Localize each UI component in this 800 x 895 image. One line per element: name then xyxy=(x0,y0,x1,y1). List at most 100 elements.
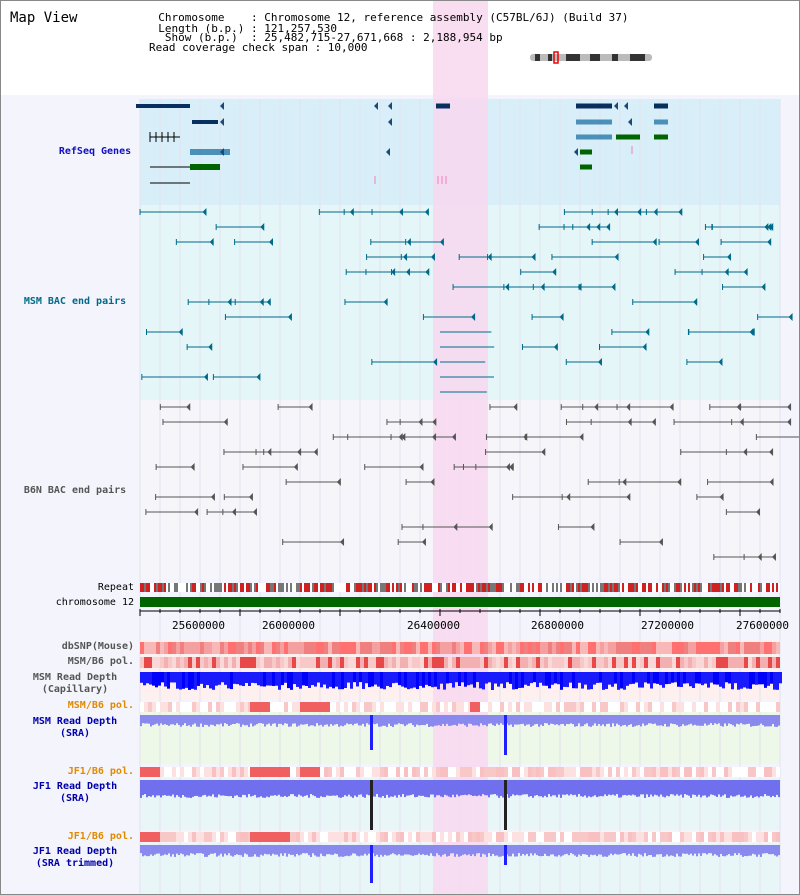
heat-bin xyxy=(588,657,592,668)
track-label-jf1-depth-sra[interactable]: JF1 Read Depth (SRA) xyxy=(10,781,140,805)
heat-bin xyxy=(688,657,692,668)
depth-bar xyxy=(758,715,760,726)
heat-bin xyxy=(656,767,660,777)
depth-bar xyxy=(666,845,668,855)
depth-bar xyxy=(384,715,386,726)
track-label-chromosome[interactable]: chromosome 12 xyxy=(55,597,134,608)
depth-bar xyxy=(422,715,424,725)
track-label-jf1-b6-pol-2[interactable]: JF1/B6 pol. xyxy=(67,831,134,842)
track-label-refseq[interactable]: RefSeq Genes xyxy=(58,146,132,157)
track-label-msm-depth-sra[interactable]: MSM Read Depth (SRA) xyxy=(10,716,140,740)
heat-bin xyxy=(216,702,220,712)
repeat-bin xyxy=(570,583,572,592)
depth-bar xyxy=(728,780,730,798)
depth-bar xyxy=(146,845,148,857)
track-label-repeat[interactable]: Repeat xyxy=(97,582,134,593)
depth-bar xyxy=(718,780,720,795)
depth-bar xyxy=(552,715,554,724)
depth-bar xyxy=(242,845,244,857)
depth-bar xyxy=(576,845,578,857)
heat-bin xyxy=(440,767,444,777)
track-label-msm-b6-pol-2[interactable]: MSM/B6 pol. xyxy=(67,700,134,711)
heat-bin xyxy=(452,702,456,712)
heat-bin xyxy=(192,657,196,668)
depth-bar xyxy=(384,845,386,855)
depth-bar xyxy=(252,780,254,796)
depth-bar xyxy=(203,672,206,688)
depth-bar xyxy=(191,672,194,689)
depth-bar xyxy=(450,780,452,798)
track-label-jf1-b6-pol[interactable]: JF1/B6 pol. xyxy=(67,766,134,777)
depth-bar xyxy=(329,672,332,687)
depth-bar xyxy=(738,845,740,854)
heat-bin xyxy=(776,702,780,712)
track-label-b6n-bac[interactable]: B6N BAC end pairs xyxy=(23,485,127,496)
heat-bin xyxy=(524,642,528,654)
depth-bar xyxy=(212,672,215,690)
heat-bin xyxy=(532,702,536,712)
depth-bar xyxy=(764,845,766,854)
heat-bin xyxy=(588,767,592,777)
track-label-dbsnp[interactable]: dbSNP(Mouse) xyxy=(61,641,134,652)
repeat-bin xyxy=(186,583,188,592)
depth-bar xyxy=(732,780,734,797)
depth-bar xyxy=(446,672,449,684)
repeat-bin xyxy=(370,583,372,592)
heat-bin xyxy=(408,657,412,668)
repeat-bin xyxy=(242,583,244,592)
heat-bin xyxy=(436,657,440,668)
depth-bar xyxy=(677,672,680,687)
depth-bar xyxy=(486,780,488,796)
depth-bar xyxy=(254,780,256,795)
depth-bar xyxy=(602,780,604,797)
gene-arrow xyxy=(574,148,578,156)
depth-bar xyxy=(306,845,308,854)
track-label-msm-bac[interactable]: MSM BAC end pairs xyxy=(23,296,127,307)
heat-bin xyxy=(716,767,720,777)
depth-bar xyxy=(236,845,238,855)
depth-bar xyxy=(148,780,150,797)
depth-bar xyxy=(340,715,342,726)
heat-bin xyxy=(724,657,728,668)
depth-bar xyxy=(676,780,678,795)
depth-bar xyxy=(264,715,266,727)
depth-bar xyxy=(478,845,480,854)
heat-bin xyxy=(220,767,224,777)
depth-bar xyxy=(246,845,248,855)
track-label-jf1-depth-trimmed[interactable]: JF1 Read Depth (SRA trimmed) xyxy=(10,846,140,870)
repeat-bin xyxy=(236,583,238,592)
depth-bar xyxy=(352,780,354,798)
depth-bar xyxy=(514,780,516,796)
heat-bin xyxy=(368,642,372,654)
track-label-msm-b6-pol[interactable]: MSM/B6 pol. xyxy=(67,656,134,667)
heat-bin xyxy=(240,657,244,668)
depth-bar xyxy=(696,845,698,857)
depth-bar xyxy=(299,672,302,689)
repeat-bin xyxy=(414,583,416,592)
heat-bin xyxy=(532,657,536,668)
repeat-bin xyxy=(180,583,182,592)
bac-end xyxy=(419,463,424,471)
repeat-bin xyxy=(308,583,310,592)
repeat-bin xyxy=(588,583,590,592)
heat-bin xyxy=(672,642,676,654)
depth-bar xyxy=(398,715,400,724)
heat-bin xyxy=(480,767,484,777)
depth-bar xyxy=(556,715,558,725)
depth-bar xyxy=(268,780,270,798)
heat-bin xyxy=(496,767,500,777)
track-label-msm-depth-capillary[interactable]: MSM Read Depth (Capillary) xyxy=(10,672,140,696)
depth-bar xyxy=(652,845,654,857)
heat-bin xyxy=(340,702,344,712)
depth-bar xyxy=(458,715,460,724)
depth-bar xyxy=(544,715,546,724)
repeat-bin xyxy=(482,583,484,592)
depth-bar xyxy=(772,715,774,725)
repeat-bin xyxy=(394,583,396,592)
depth-bar xyxy=(354,845,356,854)
repeat-bin xyxy=(756,583,758,592)
depth-bar xyxy=(594,780,596,796)
depth-bar xyxy=(143,672,146,686)
depth-bar xyxy=(233,672,236,684)
